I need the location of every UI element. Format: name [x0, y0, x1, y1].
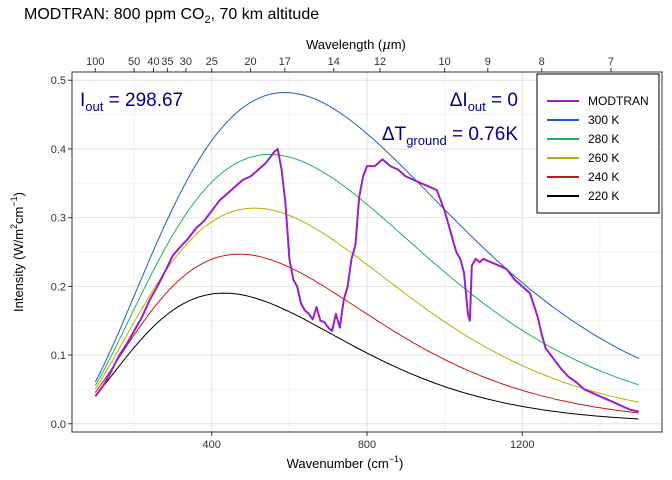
- top-tick-label: 7: [608, 56, 614, 68]
- series-line-300-k: [94, 92, 639, 383]
- y-tick-label: 0.1: [51, 350, 66, 362]
- series-line-220-k: [94, 292, 639, 420]
- legend-label-260-k: 260 K: [588, 151, 619, 165]
- title-suffix: , 70 km altitude: [210, 6, 320, 23]
- top-tick-label: 50: [128, 56, 140, 68]
- top-tick-label: 12: [374, 56, 386, 68]
- x-tick-label: 800: [358, 439, 376, 451]
- top-tick-label: 40: [147, 56, 159, 68]
- top-tick-label: 25: [206, 56, 218, 68]
- legend-box: [536, 73, 660, 214]
- annotation-iout: Iout = 298.67: [80, 90, 183, 114]
- top-tick-label: 17: [279, 56, 291, 68]
- top-tick-label: 10: [439, 56, 451, 68]
- x-tick-label: 400: [203, 439, 221, 451]
- title-prefix: MODTRAN: 800 ppm CO: [24, 6, 205, 23]
- legend: MODTRAN 300 K 280 K 260 K 240 K 220 K: [536, 73, 660, 214]
- y-tick-label: 0.2: [51, 281, 66, 293]
- legend-label-240-k: 240 K: [588, 170, 619, 184]
- y-tick-label: 0.3: [51, 213, 66, 225]
- chart-title: MODTRAN: 800 ppm CO2, 70 km altitude: [24, 6, 319, 26]
- y-tick-label: 0.5: [51, 75, 66, 87]
- grid-layer: [72, 72, 662, 432]
- legend-label-220-k: 220 K: [588, 189, 619, 203]
- top-axis-title: Wavelength (μm): [306, 37, 406, 53]
- top-tick-label: 8: [539, 56, 545, 68]
- top-tick-label: 30: [180, 56, 192, 68]
- legend-items: MODTRAN 300 K 280 K 260 K 240 K 220 K: [547, 94, 649, 203]
- top-tick-label: 14: [328, 56, 340, 68]
- legend-label-280-k: 280 K: [588, 132, 619, 146]
- annotation-delta-iout: ΔIout = 0: [450, 90, 518, 114]
- series-layer: [94, 92, 639, 420]
- top-tick-label: 20: [244, 56, 256, 68]
- annotation-delta-t: ΔTground = 0.76K: [382, 124, 518, 148]
- series-line-260-k: [94, 207, 639, 403]
- title-subscript: 2: [204, 14, 211, 27]
- top-tick-label: 9: [485, 56, 491, 68]
- series-line-modtran: [94, 147, 639, 413]
- y-axis-title: Intensity (W/m2cm−1): [9, 192, 26, 312]
- legend-label-modtran: MODTRAN: [588, 94, 649, 108]
- axis-layer: 0.0 0.1 0.2 0.3 0.4 0.5 400 800 1200 100 50 40 35 30 2…: [51, 56, 614, 451]
- top-tick-label: 35: [161, 56, 173, 68]
- series-line-240-k: [94, 253, 639, 414]
- x-tick-label: 1200: [510, 439, 534, 451]
- x-axis-title: Wavenumber (cm−1): [287, 454, 404, 471]
- y-tick-label: 0.0: [51, 419, 66, 431]
- legend-label-300-k: 300 K: [588, 113, 619, 127]
- y-tick-label: 0.4: [51, 144, 66, 156]
- series-line-280-k: [94, 153, 639, 386]
- top-tick-label: 100: [86, 56, 104, 68]
